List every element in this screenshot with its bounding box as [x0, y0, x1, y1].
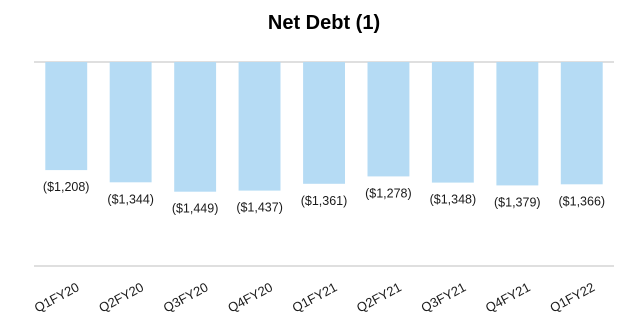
tick-label-q2fy20: Q2FY20: [96, 279, 146, 315]
bar-q1fy21: [303, 62, 345, 184]
tick-label-q1fy20: Q1FY20: [32, 279, 82, 315]
bar-q3fy20: [174, 62, 217, 192]
data-labels-group: ($1,208) ($1,344) ($1,449) ($1,437) ($1,361)…: [43, 180, 605, 216]
tick-label-q1fy22: Q1FY22: [547, 279, 597, 315]
tick-label-q3fy20: Q3FY20: [161, 279, 211, 315]
data-label-q3fy21: ($1,348): [430, 193, 477, 207]
data-label-q1fy20: ($1,208): [43, 180, 90, 194]
bar-q3fy21: [431, 62, 474, 183]
tick-labels-group: Q1FY20 Q2FY20 Q3FY20 Q4FY20 Q1FY21 Q2FY21 Q3FY…: [32, 279, 597, 315]
tick-label-q2fy21: Q2FY21: [354, 279, 404, 315]
tick-label-q1fy21: Q1FY21: [290, 279, 340, 315]
data-label-q2fy21: ($1,278): [365, 186, 412, 200]
tick-label-q4fy20: Q4FY20: [225, 279, 275, 315]
chart-title: Net Debt (1): [268, 12, 380, 34]
tick-label-q4fy21: Q4FY21: [483, 279, 533, 315]
tick-label-q3fy21: Q3FY21: [419, 279, 469, 315]
bar-q2fy21: [367, 62, 410, 177]
data-label-q4fy20: ($1,437): [236, 201, 283, 215]
bars-group: [45, 62, 603, 192]
data-label-q1fy21: ($1,361): [301, 194, 348, 208]
data-label-q4fy21: ($1,379): [494, 195, 541, 209]
bar-q4fy20: [238, 62, 281, 191]
data-label-q2fy20: ($1,344): [107, 192, 154, 206]
bar-q4fy21: [496, 62, 539, 186]
bar-q2fy20: [109, 62, 152, 183]
bar-q1fy20: [45, 62, 88, 171]
data-label-q1fy22: ($1,366): [559, 194, 606, 208]
data-label-q3fy20: ($1,449): [172, 202, 219, 216]
bar-q1fy22: [560, 62, 603, 185]
